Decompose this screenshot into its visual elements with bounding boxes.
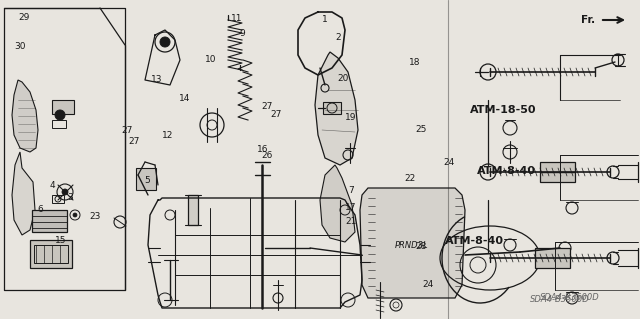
Text: 28: 28	[415, 242, 427, 251]
Text: 10: 10	[205, 56, 217, 64]
Circle shape	[55, 110, 65, 120]
Text: ATM-8-40: ATM-8-40	[445, 236, 504, 246]
Text: 23: 23	[89, 212, 100, 221]
Bar	[34, 245, 68, 263]
Bar	[30, 240, 72, 268]
Text: 24: 24	[422, 280, 433, 289]
Bar	[188, 195, 198, 225]
Text: 25: 25	[415, 125, 427, 134]
Text: 21: 21	[345, 217, 356, 226]
Text: 26: 26	[262, 151, 273, 160]
Text: 14: 14	[179, 94, 190, 103]
Circle shape	[160, 37, 170, 47]
Bar	[323, 102, 341, 114]
Text: 2: 2	[335, 33, 340, 42]
Polygon shape	[12, 152, 35, 235]
Text: 19: 19	[345, 113, 356, 122]
Text: 20: 20	[337, 74, 349, 83]
Text: ATM-18-50: ATM-18-50	[470, 105, 537, 115]
Bar	[535, 248, 570, 268]
Text: 9: 9	[239, 29, 244, 38]
Text: 11: 11	[231, 14, 243, 23]
Text: 3: 3	[68, 193, 73, 202]
Text: 30: 30	[15, 42, 26, 51]
Bar	[52, 100, 74, 114]
Bar	[136, 168, 156, 190]
Polygon shape	[315, 52, 358, 165]
Text: 18: 18	[409, 58, 420, 67]
Bar	[540, 162, 575, 182]
Text: 7: 7	[348, 186, 353, 195]
Text: 24: 24	[444, 158, 455, 167]
Polygon shape	[360, 188, 465, 298]
Text: 27: 27	[262, 102, 273, 111]
Text: 27: 27	[129, 137, 140, 146]
Text: Fr.: Fr.	[581, 15, 595, 25]
Text: 15: 15	[55, 236, 67, 245]
Circle shape	[62, 189, 68, 195]
Text: 27: 27	[271, 110, 282, 119]
Text: PRND3L: PRND3L	[395, 241, 429, 249]
Text: 16: 16	[257, 145, 268, 154]
Text: 1: 1	[323, 15, 328, 24]
Text: 27: 27	[121, 126, 132, 135]
Text: 13: 13	[151, 75, 163, 84]
Text: 12: 12	[162, 131, 173, 140]
Text: 4: 4	[50, 181, 55, 189]
Bar	[52, 210, 64, 218]
Text: 22: 22	[404, 174, 415, 182]
Text: 17: 17	[345, 203, 356, 212]
Circle shape	[73, 213, 77, 217]
Bar	[52, 120, 66, 128]
Bar	[32, 210, 67, 232]
Text: 5: 5	[145, 176, 150, 185]
Polygon shape	[12, 80, 38, 152]
Text: 6: 6	[38, 205, 43, 214]
Text: SDA4-B3500D: SDA4-B3500D	[540, 293, 600, 302]
Text: SDA4-B3500D: SDA4-B3500D	[530, 295, 590, 305]
Bar	[52, 195, 64, 203]
Text: 29: 29	[19, 13, 30, 22]
Polygon shape	[320, 165, 355, 242]
Text: ATM-8-40: ATM-8-40	[477, 166, 536, 176]
